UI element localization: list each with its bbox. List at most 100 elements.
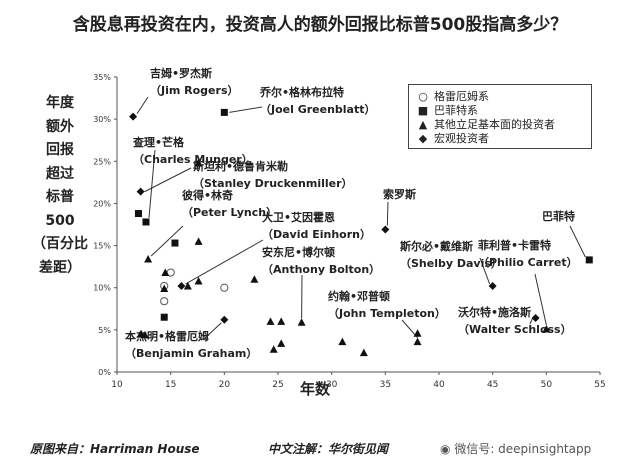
y-tick-label: 25%: [93, 157, 111, 166]
wechat-icon: ◉: [440, 442, 451, 456]
triangle-marker: [277, 317, 286, 325]
y-axis-label-line: 回报: [46, 142, 74, 158]
source-note: 原图来自：Harriman House: [30, 442, 200, 456]
y-axis-label: 年度 额外 回报 超过 标普 500 （百分比 差距）: [30, 92, 90, 280]
legend-item: ○ 格雷厄姆系: [417, 88, 489, 104]
y-axis-label-line: 额外: [46, 118, 74, 135]
annotation-label: （Jim Rogers）: [150, 84, 239, 97]
annotation-label: （David Einhorn）: [262, 228, 371, 241]
annotation-label: 斯尔必•戴维斯: [400, 239, 473, 253]
x-tick-label: 55: [594, 380, 605, 390]
annotation-label: 沃尔特•施洛斯: [458, 305, 531, 319]
annotation-label: 乔尔•格林布拉特: [259, 85, 344, 99]
triangle-marker: [269, 345, 278, 353]
annotation-label: （Stanley Druckenmiller）: [193, 177, 353, 190]
y-axis-label-line: 年度: [46, 95, 74, 111]
y-tick-label: 15%: [93, 242, 111, 251]
x-tick-label: 50: [541, 380, 553, 390]
triangle-marker: [277, 339, 286, 347]
triangle-marker: [413, 329, 422, 337]
x-tick-label: 25: [272, 380, 283, 390]
annotation-label: 吉姆•罗杰斯: [150, 66, 212, 80]
annotation-label: 彼得•林奇: [182, 188, 233, 202]
square-marker: [171, 239, 179, 247]
diamond-marker: [531, 314, 540, 323]
triangle-marker: [194, 158, 203, 167]
annotation-label: 斯坦利•德鲁肯米勒: [193, 159, 288, 173]
x-tick-label: 10: [111, 380, 123, 390]
circle-marker: [160, 297, 169, 306]
x-tick-label: 35: [380, 380, 391, 390]
triangle-marker: [359, 348, 368, 357]
triangle-marker: [194, 276, 203, 285]
annotation-label: （Charles Munger）: [133, 153, 253, 166]
square-marker: [142, 218, 150, 226]
x-tick-label: 20: [219, 380, 231, 390]
triangle-marker: [542, 325, 551, 333]
diamond-marker: [220, 315, 229, 324]
y-tick-label: 20%: [93, 199, 111, 208]
y-tick-label: 30%: [93, 115, 111, 124]
x-tick-label: 40: [433, 380, 445, 390]
annotation-leader-line: [202, 322, 222, 341]
triangle-marker: [250, 275, 259, 283]
annotation-label: 大卫•艾因霍恩: [262, 210, 335, 224]
legend-item: ◆ 宏观投资者: [417, 130, 489, 146]
annotation-leader-line: [150, 225, 184, 257]
square-marker-icon: ■: [417, 103, 429, 117]
triangle-marker: [161, 268, 170, 277]
triangle-marker: [144, 255, 153, 263]
triangle-marker: [266, 317, 275, 325]
annotation-label: 本杰明•格雷厄姆: [125, 329, 209, 343]
chart-title: 含股息再投资在内，投资高人的额外回报比标普500股指高多少？: [72, 15, 568, 35]
legend-label: 格雷厄姆系: [434, 90, 489, 103]
annotation-leader-line: [148, 149, 156, 219]
annotation-label: 索罗斯: [383, 187, 416, 201]
triangle-marker: [338, 337, 347, 346]
legend-label: 宏观投资者: [434, 132, 489, 145]
y-axis-label-line: 超过: [46, 165, 74, 182]
annotation-note: 中文注解：华尔街见闻: [268, 442, 389, 456]
annotation-label: （Shelby Davis）: [400, 257, 502, 270]
annotation-label: 巴菲特: [542, 209, 575, 223]
y-tick-label: 0%: [98, 368, 111, 377]
annotation-label: （Walter Schloss）: [458, 323, 572, 336]
x-axis-label: 年数: [300, 380, 331, 398]
triangle-marker: [194, 237, 203, 245]
annotation-leader-line: [185, 239, 264, 285]
annotation-leader-line: [229, 106, 263, 113]
x-tick-label: 15: [165, 380, 176, 390]
triangle-marker: [160, 284, 169, 293]
annotation-label: 查理•芒格: [133, 135, 185, 149]
diamond-marker: [136, 187, 145, 196]
y-tick-label: 10%: [93, 284, 111, 293]
circle-marker: [220, 283, 229, 292]
legend-label: 巴菲特系: [434, 104, 478, 117]
annotation-label: 菲利普•卡雷特: [478, 238, 551, 252]
legend-item: ■ 巴菲特系: [417, 102, 478, 118]
y-axis-label-line: 差距）: [39, 259, 81, 276]
annotation-leader-line: [529, 317, 534, 325]
circle-marker-icon: ○: [418, 89, 428, 103]
annotation-label: 约翰•邓普顿: [328, 289, 390, 303]
annotation-leader-line: [479, 257, 491, 285]
annotation-label: （Anthony Bolton）: [262, 263, 380, 276]
triangle-marker-icon: ▲: [418, 117, 428, 131]
annotation-leader-line: [534, 273, 547, 326]
annotation-label: （Peter Lynch）: [182, 206, 277, 219]
diamond-marker: [177, 282, 186, 291]
annotation-leader-line: [144, 167, 192, 193]
annotation-leader-line: [386, 201, 389, 226]
annotation-label: （Joel Greenblatt）: [260, 103, 376, 116]
watermark-text: 微信号: deepinsightapp: [454, 442, 592, 456]
annotation-label: （John Templeton）: [328, 307, 446, 320]
x-tick-label: 45: [487, 380, 498, 390]
diamond-marker: [488, 282, 497, 291]
legend-label: 其他立足基本面的投资者: [434, 118, 555, 131]
square-marker: [160, 313, 168, 321]
triangle-marker: [413, 337, 422, 346]
annotation-label: （Philio Carret）: [478, 256, 578, 269]
y-tick-label: 5%: [98, 326, 111, 335]
annotation-label: 安东尼•博尔顿: [262, 245, 335, 259]
